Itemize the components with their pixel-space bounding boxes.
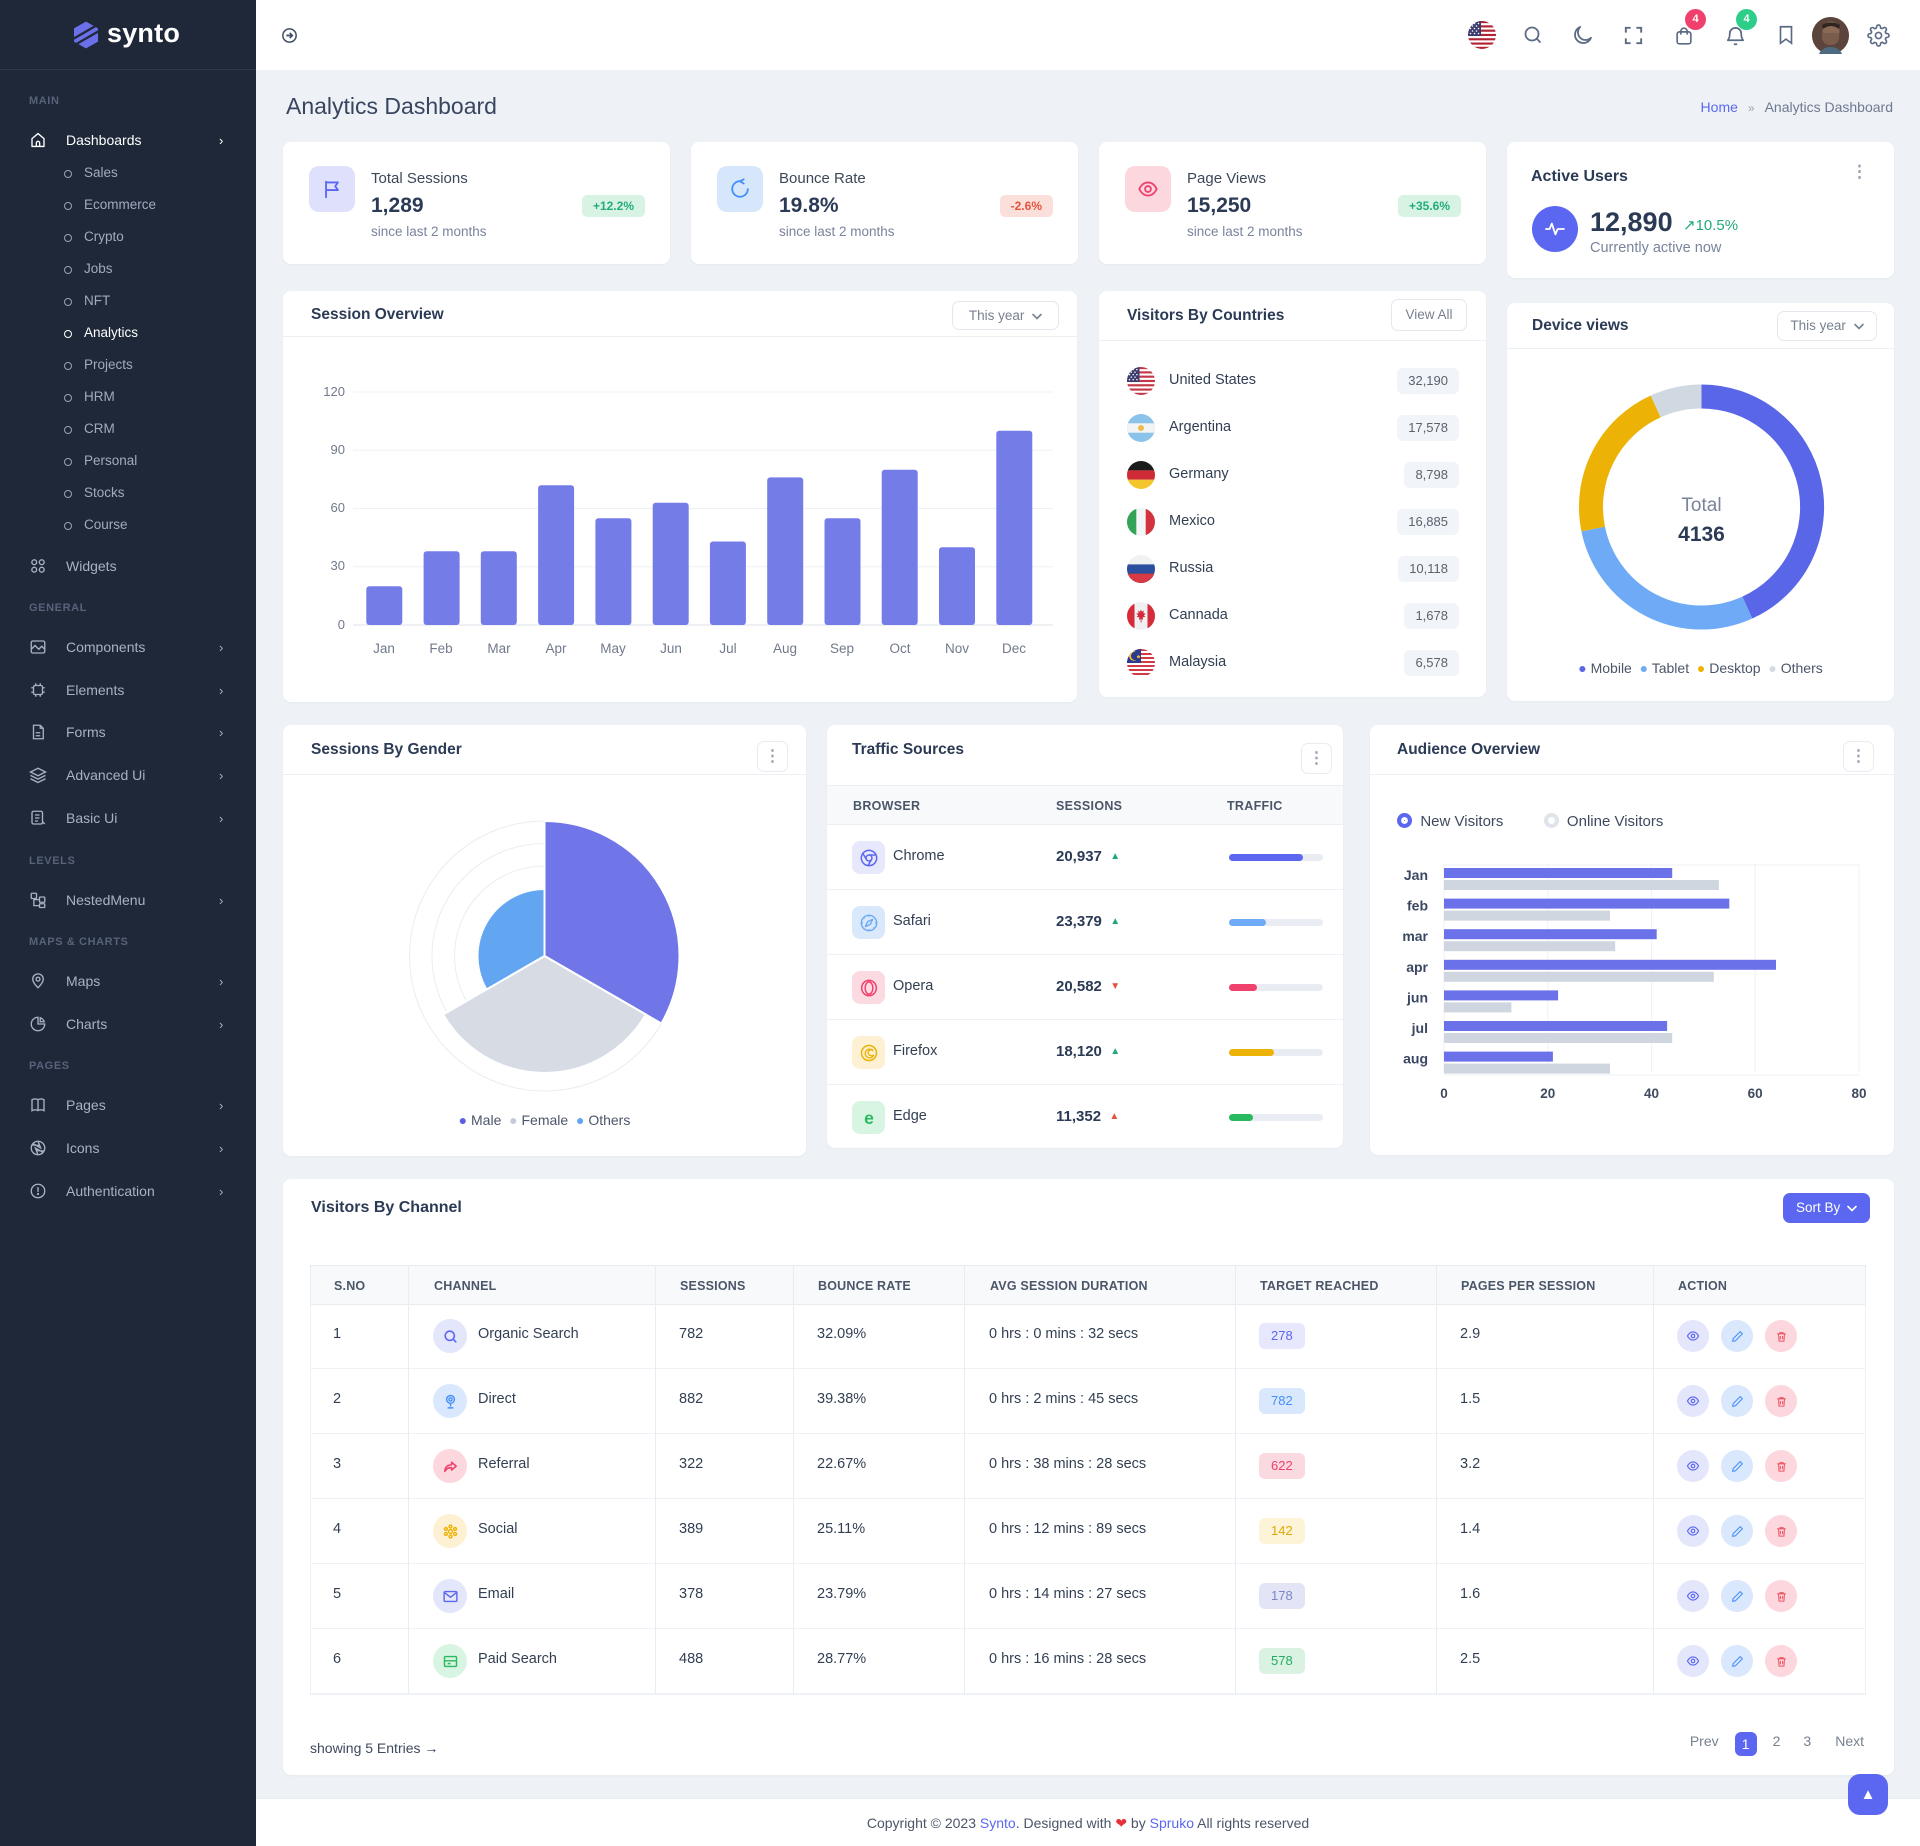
svg-text:Jul: Jul (719, 641, 736, 656)
svg-text:90: 90 (331, 442, 345, 457)
svg-text:Jan: Jan (373, 641, 395, 656)
svg-text:0: 0 (338, 617, 345, 632)
svg-text:60: 60 (331, 500, 345, 515)
svg-text:apr: apr (1406, 959, 1428, 975)
svg-text:Mar: Mar (487, 641, 511, 656)
svg-text:4136: 4136 (1678, 523, 1725, 546)
svg-text:30: 30 (331, 558, 345, 573)
svg-text:Apr: Apr (545, 641, 567, 656)
svg-text:Aug: Aug (773, 641, 797, 656)
svg-text:20: 20 (1540, 1086, 1555, 1101)
svg-text:e: e (864, 1108, 874, 1128)
svg-text:jun: jun (1406, 989, 1428, 1005)
svg-text:Jan: Jan (1404, 867, 1428, 883)
svg-text:Oct: Oct (889, 641, 910, 656)
svg-text:0: 0 (1440, 1086, 1448, 1101)
svg-text:Feb: Feb (429, 641, 452, 656)
svg-text:Total: Total (1681, 495, 1721, 516)
svg-text:mar: mar (1402, 928, 1428, 944)
svg-text:120: 120 (323, 384, 345, 399)
svg-text:jul: jul (1411, 1020, 1428, 1036)
svg-text:Jun: Jun (660, 641, 682, 656)
svg-text:Sep: Sep (830, 641, 854, 656)
svg-text:May: May (600, 641, 626, 656)
svg-text:Dec: Dec (1002, 641, 1026, 656)
svg-text:60: 60 (1748, 1086, 1763, 1101)
svg-text:aug: aug (1403, 1051, 1428, 1067)
svg-text:80: 80 (1851, 1086, 1866, 1101)
svg-text:40: 40 (1644, 1086, 1659, 1101)
svg-text:Nov: Nov (945, 641, 969, 656)
svg-text:feb: feb (1407, 898, 1428, 914)
